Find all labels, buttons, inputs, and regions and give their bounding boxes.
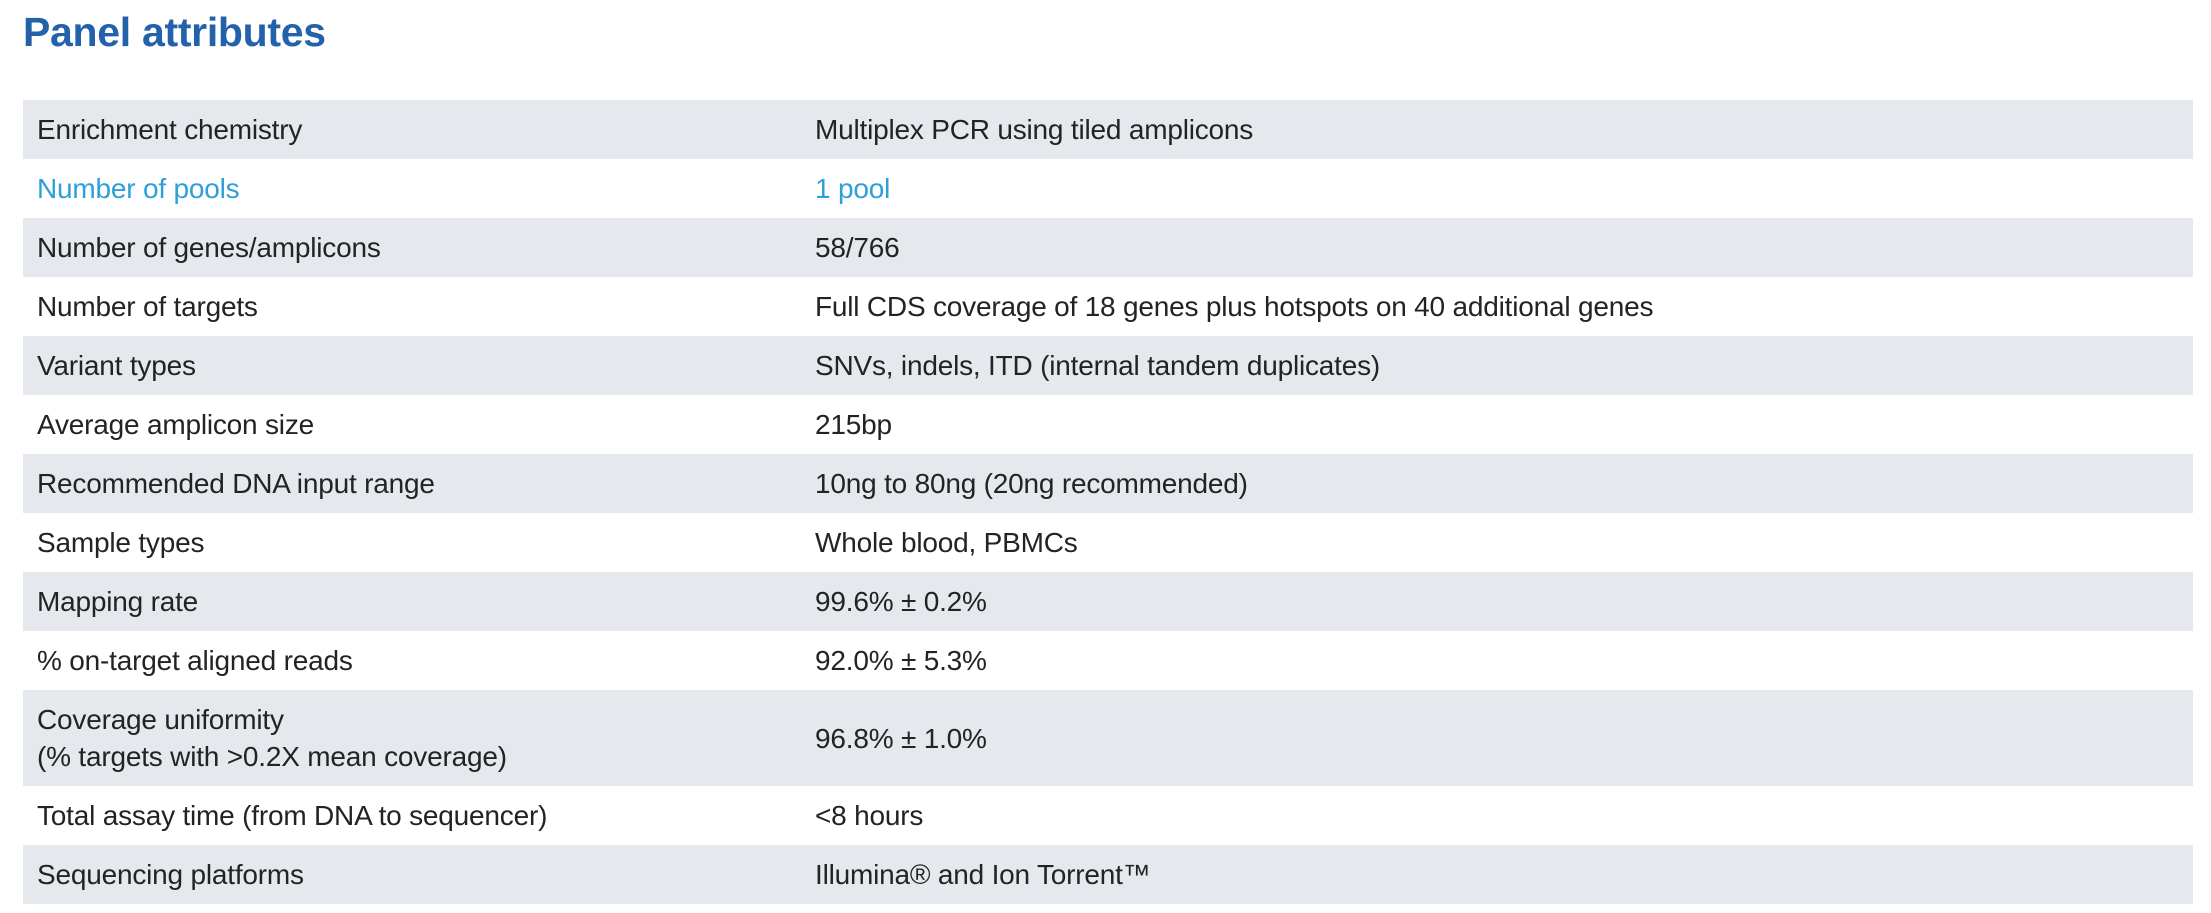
attribute-value: SNVs, indels, ITD (internal tandem dupli… bbox=[815, 350, 1381, 381]
attribute-label: Average amplicon size bbox=[37, 409, 314, 440]
table-row: Sequencing platforms Illumina® and Ion T… bbox=[23, 845, 2193, 904]
table-row: Enrichment chemistry Multiplex PCR using… bbox=[23, 100, 2193, 159]
attribute-value: 96.8% ± 1.0% bbox=[815, 722, 987, 754]
attribute-label: Recommended DNA input range bbox=[37, 468, 435, 499]
attribute-label: Number of targets bbox=[37, 291, 258, 322]
attribute-value: 1 pool bbox=[815, 173, 891, 204]
attribute-value: Multiplex PCR using tiled amplicons bbox=[815, 114, 1254, 145]
attribute-value: 92.0% ± 5.3% bbox=[815, 645, 987, 676]
attribute-label: Sample types bbox=[37, 527, 205, 558]
attribute-label: Coverage uniformity (% targets with >0.2… bbox=[37, 704, 507, 772]
table-row: Coverage uniformity (% targets with >0.2… bbox=[23, 690, 2193, 786]
attribute-value: 215bp bbox=[815, 409, 892, 440]
table-row: Number of targets Full CDS coverage of 1… bbox=[23, 277, 2193, 336]
table-row: Total assay time (from DNA to sequencer)… bbox=[23, 786, 2193, 845]
attribute-label: Total assay time (from DNA to sequencer) bbox=[37, 800, 548, 831]
attribute-value: <8 hours bbox=[815, 800, 924, 831]
table-row: Number of genes/amplicons 58/766 bbox=[23, 218, 2193, 277]
table-row: Variant types SNVs, indels, ITD (interna… bbox=[23, 336, 2193, 395]
attribute-value: Illumina® and Ion Torrent™ bbox=[815, 859, 1151, 890]
attribute-label: Variant types bbox=[37, 350, 196, 381]
attribute-value: 10ng to 80ng (20ng recommended) bbox=[815, 468, 1248, 499]
attribute-label: Number of pools bbox=[37, 173, 240, 204]
attribute-label: % on-target aligned reads bbox=[37, 645, 353, 676]
table-row: % on-target aligned reads 92.0% ± 5.3% bbox=[23, 631, 2193, 690]
table-row: Recommended DNA input range 10ng to 80ng… bbox=[23, 454, 2193, 513]
attribute-value: 58/766 bbox=[815, 232, 900, 263]
attribute-value: Full CDS coverage of 18 genes plus hotsp… bbox=[815, 291, 1654, 322]
table-row: Average amplicon size 215bp bbox=[23, 395, 2193, 454]
attribute-label: Mapping rate bbox=[37, 586, 199, 617]
attribute-value: 99.6% ± 0.2% bbox=[815, 586, 987, 617]
page-title: Panel attributes bbox=[23, 9, 326, 55]
panel-attributes-table: Enrichment chemistry Multiplex PCR using… bbox=[23, 100, 2193, 904]
attribute-label: Enrichment chemistry bbox=[37, 114, 303, 145]
attribute-label: Sequencing platforms bbox=[37, 859, 304, 890]
table-row: Sample types Whole blood, PBMCs bbox=[23, 513, 2193, 572]
table-row-highlighted: Number of pools 1 pool bbox=[23, 159, 2193, 218]
table-row: Mapping rate 99.6% ± 0.2% bbox=[23, 572, 2193, 631]
attribute-label: Number of genes/amplicons bbox=[37, 232, 381, 263]
attribute-value: Whole blood, PBMCs bbox=[815, 527, 1078, 558]
